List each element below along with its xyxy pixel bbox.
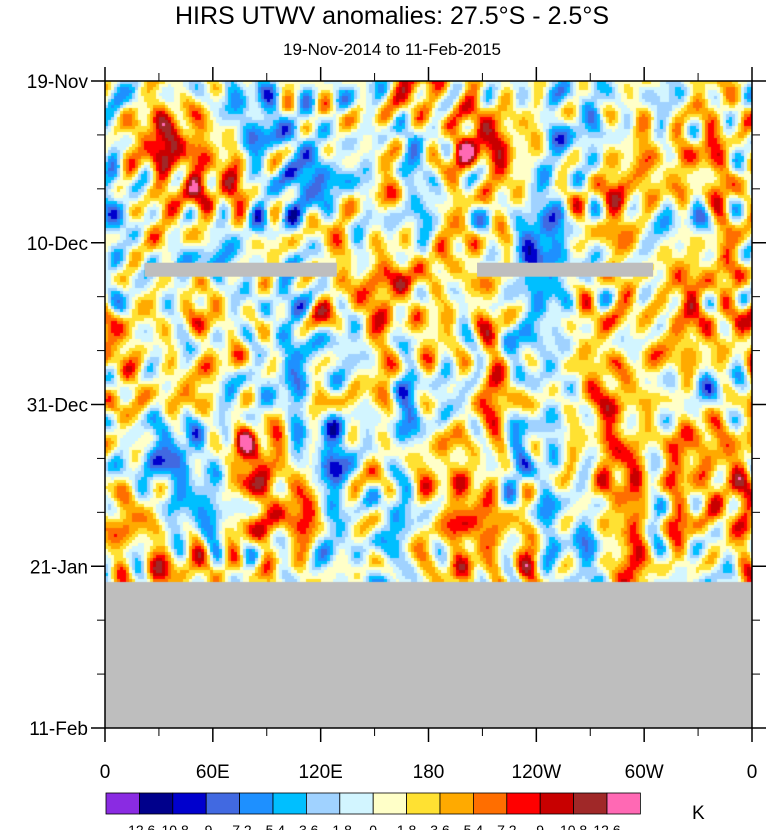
units-label: K <box>692 803 705 824</box>
x-tick-label: 120W <box>512 762 562 783</box>
colorbar-label: 9 <box>536 822 544 830</box>
colorbar-box <box>138 792 174 815</box>
colorbar-label: -7.2 <box>228 822 252 830</box>
y-tick-label: 31-Dec <box>27 396 88 417</box>
colorbar-label: 3.6 <box>430 822 450 830</box>
chart-title: HIRS UTWV anomalies: 27.5°S - 2.5°S <box>174 2 610 30</box>
colorbar-label: 5.4 <box>464 822 484 830</box>
colorbar-box <box>339 792 374 815</box>
colorbar-box <box>205 792 240 815</box>
colorbar-box <box>105 792 140 815</box>
colorbar-box <box>573 792 608 815</box>
x-tick-label: 0 <box>100 762 111 783</box>
colorbar-box <box>472 792 508 815</box>
colorbar-label: -5.4 <box>261 822 285 830</box>
missing-data-bar <box>477 262 654 277</box>
colorbar-box <box>406 792 441 815</box>
colorbar-label: -1.8 <box>328 822 352 830</box>
colorbar-label: -10.8 <box>157 822 189 830</box>
colorbar-label: 10.8 <box>560 822 587 830</box>
y-tick-label: 21-Jan <box>30 557 88 578</box>
y-tick-label: 11-Feb <box>29 719 88 740</box>
x-tick-label: 120E <box>298 762 342 783</box>
colorbar-box <box>172 792 207 815</box>
colorbar-box <box>272 792 307 815</box>
colorbar-box <box>539 792 575 815</box>
colorbar-label: 0 <box>369 822 377 830</box>
colorbar-label: -3.6 <box>294 822 318 830</box>
missing-data-bar <box>144 262 337 277</box>
x-tick-label: 60W <box>625 762 664 783</box>
anomaly-field <box>105 81 752 728</box>
y-tick-label: 19-Nov <box>27 72 89 93</box>
colorbar-box <box>606 792 641 815</box>
colorbar-label: 1.8 <box>397 822 417 830</box>
colorbar-box <box>372 792 408 815</box>
colorbar-label: -9 <box>200 822 213 830</box>
colorbar-box <box>239 792 274 815</box>
colorbar-box <box>506 792 541 815</box>
x-tick-label: 180 <box>413 762 445 783</box>
chart-subtitle: 19-Nov-2014 to 11-Feb-2015 <box>283 40 501 59</box>
x-tick-label: 60E <box>196 762 230 783</box>
colorbar-label: -12.6 <box>123 822 155 830</box>
colorbar-box <box>439 792 474 815</box>
colorbar-box <box>305 792 341 815</box>
y-tick-label: 10-Dec <box>27 234 88 255</box>
x-tick-label: 0 <box>747 762 758 783</box>
colorbar-label: 7.2 <box>497 822 517 830</box>
colorbar-label: 12.6 <box>593 822 620 830</box>
